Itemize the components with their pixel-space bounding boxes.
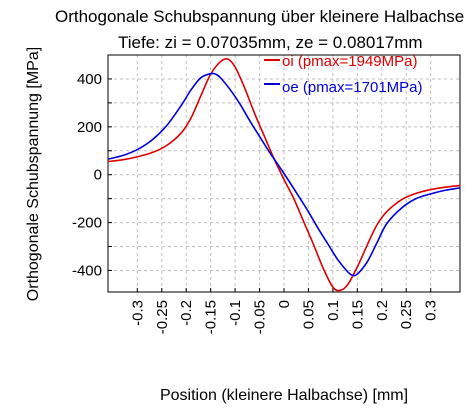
x-tick-label: -0.2 <box>178 300 195 326</box>
x-tick-label: -0.3 <box>129 300 146 326</box>
x-axis-label: Position (kleinere Halbachse) [mm] <box>160 387 408 404</box>
legend: oi (pmax=1949MPa) oe (pmax=1701MPa) <box>264 53 423 96</box>
y-axis-label: Orthogonale Schubspannung [MPa] <box>25 47 42 301</box>
y-tick-label: 200 <box>77 119 102 136</box>
x-tick-label: -0.15 <box>203 300 220 334</box>
legend-label-oe: oe (pmax=1701MPa) <box>282 79 423 96</box>
y-tick-label: -200 <box>72 215 102 232</box>
x-tick-label: 0.05 <box>300 300 317 329</box>
x-tick-label: -0.25 <box>154 300 171 334</box>
x-tick-label: -0.05 <box>252 300 269 334</box>
x-tick-label: 0.25 <box>398 300 415 329</box>
y-tick-label: 400 <box>77 71 102 88</box>
legend-label-oi: oi (pmax=1949MPa) <box>282 53 417 70</box>
y-tick-label: -400 <box>72 262 102 279</box>
chart-subtitle: Tiefe: zi = 0.07035mm, ze = 0.08017mm <box>118 33 423 52</box>
series-line-oi <box>108 57 460 292</box>
x-tick-label: 0.15 <box>349 300 366 329</box>
series-lines <box>108 57 460 292</box>
x-tick-label: 0.1 <box>325 300 342 321</box>
axis-ticks: -0.3 -0.25 -0.2 -0.15 -0.1 -0.05 0 0.05 0.1 0.15 0… <box>72 54 440 334</box>
x-tick-label: 0 <box>276 300 293 308</box>
x-tick-label: 0.3 <box>423 300 440 321</box>
x-tick-label: 0.2 <box>374 300 391 321</box>
chart-title: Orthogonale Schubspannung über kleinere … <box>55 7 464 26</box>
series-line-oe <box>108 72 460 277</box>
y-tick-label: 0 <box>94 167 102 184</box>
x-tick-label: -0.1 <box>227 300 244 326</box>
